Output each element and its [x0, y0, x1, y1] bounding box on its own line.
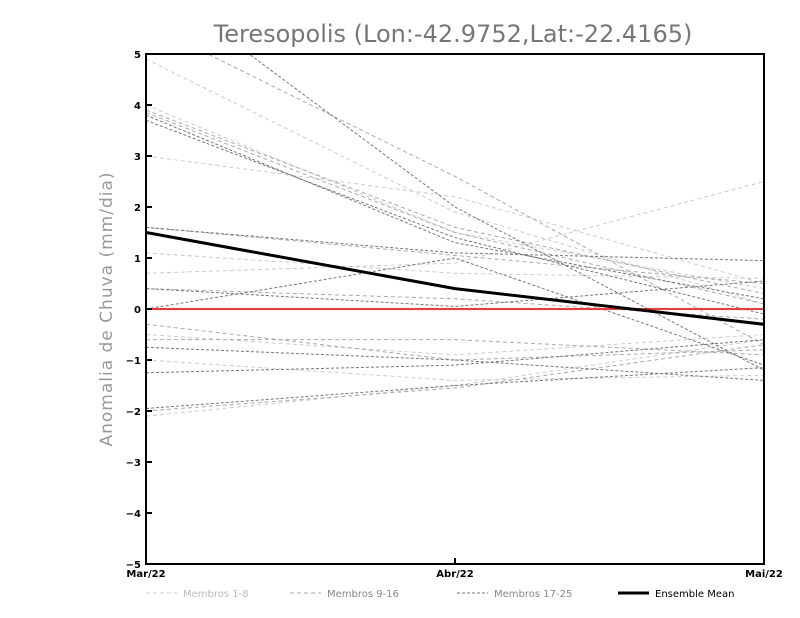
member-line-23 [146, 346, 764, 381]
member-line-1 [146, 58, 764, 305]
member-line-12 [146, 226, 764, 284]
member-line-20 [146, 226, 764, 262]
legend-label: Membros 17-25 [494, 589, 572, 600]
member-line-3 [146, 155, 764, 284]
member-line-18 [146, 114, 764, 300]
y-tick-label: −5 [126, 560, 141, 571]
chart-title: Teresopolis (Lon:-42.9752,Lat:-22.4165) [213, 20, 693, 48]
y-axis-ticks: 5 4 3 2 1 0 −1 −2 −3 −4 −5 [126, 50, 152, 571]
member-line-4 [146, 252, 764, 279]
member-line-9 [206, 54, 764, 346]
legend: Membros 1-8 Membros 9-16 Membros 17-25 Ense… [146, 589, 734, 600]
member-line-10 [146, 109, 764, 295]
member-line-17 [248, 54, 764, 371]
x-tick-label: Mar/22 [126, 569, 165, 580]
y-tick-label: 1 [134, 254, 141, 265]
x-tick-label: Abr/22 [436, 569, 473, 580]
y-tick-label: −1 [126, 356, 141, 367]
member-line-15 [146, 339, 764, 356]
member-line-22 [146, 257, 764, 366]
member-line-11 [146, 112, 764, 305]
y-axis-label: Anomalia de Chuva (mm/dia) [97, 171, 117, 446]
x-tick-label: Mai/22 [745, 569, 783, 580]
series-layer [146, 54, 764, 417]
x-axis-ticks: Mar/22 Abr/22 Mai/22 [126, 558, 783, 580]
member-line-14 [146, 323, 764, 361]
y-tick-label: 4 [134, 101, 141, 112]
legend-label: Ensemble Mean [655, 589, 734, 600]
member-line-16 [146, 344, 764, 412]
member-line-19 [146, 119, 764, 315]
member-line-5 [146, 181, 764, 274]
member-line-7 [146, 359, 764, 381]
member-line-6 [146, 334, 764, 356]
y-tick-label: −3 [126, 458, 141, 469]
mean-layer [146, 231, 764, 326]
ensemble-mean-line [146, 231, 764, 326]
y-tick-label: 3 [134, 152, 141, 163]
legend-label: Membros 1-8 [183, 589, 249, 600]
member-line-21 [146, 280, 764, 307]
y-tick-label: 2 [134, 203, 141, 214]
legend-label: Membros 9-16 [327, 589, 399, 600]
y-tick-label: 5 [134, 50, 141, 61]
member-line-25 [146, 367, 764, 409]
member-line-13 [146, 288, 764, 320]
member-line-24 [146, 339, 764, 374]
y-tick-label: −4 [126, 509, 141, 520]
y-tick-label: −2 [126, 407, 141, 418]
member-line-8 [146, 339, 764, 417]
y-tick-label: 0 [134, 305, 141, 316]
